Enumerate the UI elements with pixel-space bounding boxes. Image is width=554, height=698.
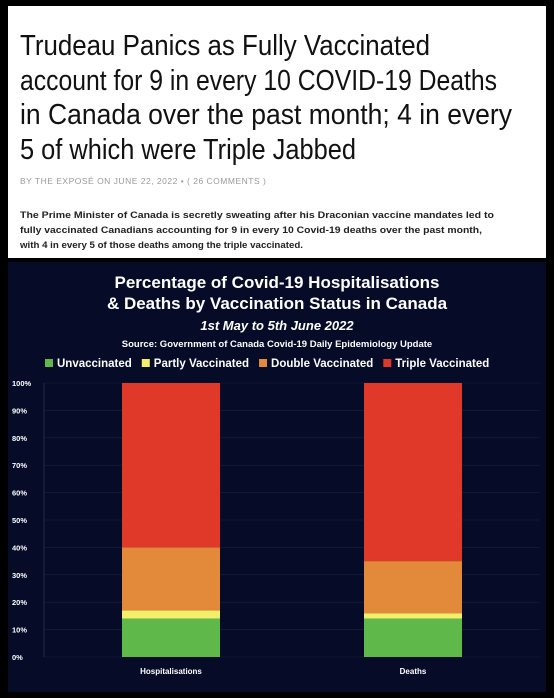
- bar-segment: [122, 618, 220, 657]
- legend-swatch: [141, 359, 150, 367]
- bar-segment: [364, 618, 462, 657]
- y-tick-label: 40%: [12, 543, 27, 552]
- headline: Trudeau Panics as Fully Vaccinated: [20, 30, 430, 62]
- y-tick-label: 10%: [12, 626, 27, 635]
- y-tick-label: 30%: [12, 571, 27, 580]
- legend-label: Triple Vaccinated: [395, 358, 489, 370]
- chart-subtitle: 1st May to 5th June 2022: [200, 318, 354, 333]
- article-panel: [8, 6, 546, 258]
- byline: BY THE EXPOSÉ ON JUNE 22, 2022 • ( 26 CO…: [20, 176, 266, 186]
- summary: with 4 in every 5 of those deaths among …: [19, 240, 303, 250]
- x-tick-label: Hospitalisations: [140, 667, 202, 676]
- y-tick-label: 70%: [12, 461, 27, 470]
- legend-swatch: [45, 359, 53, 367]
- y-tick-label: 50%: [12, 516, 27, 525]
- legend-swatch: [259, 359, 268, 367]
- bar-segment: [122, 547, 220, 611]
- headline: account for 9 in every 10 COVID-19 Death…: [20, 65, 497, 97]
- headline: in Canada over the past month; 4 in ever…: [20, 99, 512, 131]
- x-tick-label: Deaths: [400, 667, 427, 676]
- bar-segment: [364, 613, 462, 619]
- y-tick-label: 100%: [12, 379, 32, 388]
- bar-segment: [364, 561, 462, 614]
- y-tick-label: 0%: [12, 653, 23, 662]
- chart-source: Source: Government of Canada Covid-19 Da…: [122, 339, 432, 350]
- bar-segment: [364, 383, 462, 562]
- bar-segment: [122, 610, 220, 619]
- summary: fully vaccinated Canadians accounting fo…: [20, 225, 482, 235]
- legend-label: Double Vaccinated: [271, 358, 373, 370]
- y-tick-label: 60%: [12, 489, 27, 498]
- y-tick-label: 80%: [12, 434, 27, 443]
- summary: The Prime Minister of Canada is secretly…: [20, 210, 495, 220]
- y-tick-label: 20%: [12, 598, 27, 607]
- chart-title: Percentage of Covid-19 Hospitalisations: [115, 273, 440, 292]
- y-tick-label: 90%: [12, 406, 27, 415]
- chart-title: & Deaths by Vaccination Status in Canada: [107, 294, 448, 313]
- legend-swatch: [383, 359, 392, 367]
- headline: 5 of which were Triple Jabbed: [20, 134, 356, 166]
- legend-label: Unvaccinated: [57, 358, 132, 370]
- legend-label: Partly Vaccinated: [154, 358, 249, 370]
- bar-segment: [122, 383, 220, 548]
